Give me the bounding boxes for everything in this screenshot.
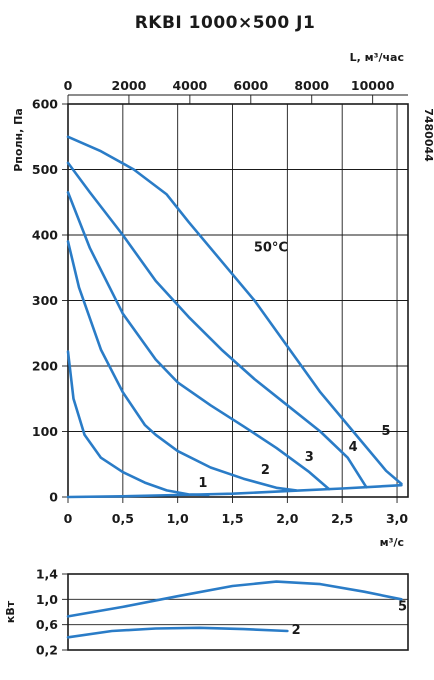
fan-curve-2 xyxy=(66,240,298,492)
power-plot-curves xyxy=(66,580,403,639)
power-tick-label: 1,4 xyxy=(36,567,58,582)
top-axis-label: L, м³/час xyxy=(350,51,404,64)
power-plot-curve-labels: 52 xyxy=(292,600,407,638)
chart-title: RKBI 1000×500 J1 xyxy=(135,13,316,33)
y-axis-label: Pполн, Па xyxy=(12,108,25,172)
curve-label: 3 xyxy=(305,450,314,465)
power-tick-label: 1,0 xyxy=(36,592,58,607)
power-curve-2 xyxy=(66,626,289,639)
power-curve-5 xyxy=(66,580,403,618)
power-plot-grid xyxy=(67,573,409,651)
y-tick-label: 400 xyxy=(32,228,58,243)
y-tick-label: 600 xyxy=(32,97,58,112)
y-tick-label: 300 xyxy=(32,293,58,308)
x-tick-label: 2,5 xyxy=(331,511,353,526)
x-tick-label: 2,0 xyxy=(276,511,298,526)
x-tick-label: 3,0 xyxy=(386,511,408,526)
fan-curve-system xyxy=(66,483,403,499)
curve-label: 1 xyxy=(198,476,207,491)
top-tick-label: 8000 xyxy=(294,78,329,93)
x-tick-label: 0 xyxy=(64,511,73,526)
top-tick-label: 0 xyxy=(64,78,73,93)
top-tick-label: 10000 xyxy=(351,78,395,93)
y-tick-label: 500 xyxy=(32,162,58,177)
fan-curve-3 xyxy=(66,191,331,491)
power-curve-label: 5 xyxy=(398,600,407,615)
curve-label: 5 xyxy=(382,424,391,439)
power-curve-label: 2 xyxy=(292,623,301,638)
fan-curve-1 xyxy=(66,350,210,497)
y-tick-label: 100 xyxy=(32,424,58,439)
main-plot-curve-labels: 1 2 3 4 5 50°C xyxy=(198,240,390,491)
curve-label: 2 xyxy=(261,463,270,478)
fan-curve-4 xyxy=(66,161,368,489)
fan-curve-5 xyxy=(66,135,403,486)
y-tick-label: 0 xyxy=(49,490,58,505)
x-tick-label: 1,0 xyxy=(167,511,189,526)
y-tick-label: 200 xyxy=(32,359,58,374)
power-axis-label: кВт xyxy=(4,600,17,623)
top-tick-label: 6000 xyxy=(233,78,268,93)
x-tick-label: 1,5 xyxy=(221,511,243,526)
chart-code: 7480044 xyxy=(422,108,434,162)
curve-label: 4 xyxy=(349,440,358,455)
x-tick-label: 0,5 xyxy=(112,511,134,526)
top-tick-label: 4000 xyxy=(172,78,207,93)
x-axis-label: м³/с xyxy=(380,536,404,549)
power-tick-label: 0,2 xyxy=(36,643,58,658)
curve-label: 50°C xyxy=(254,240,288,255)
power-plot-ticks: 0,2 0,6 1,0 1,4 xyxy=(36,567,68,658)
top-tick-label: 2000 xyxy=(112,78,147,93)
power-tick-label: 0,6 xyxy=(36,617,58,632)
power-plot-frame xyxy=(67,573,409,651)
main-plot-curves xyxy=(66,135,403,499)
